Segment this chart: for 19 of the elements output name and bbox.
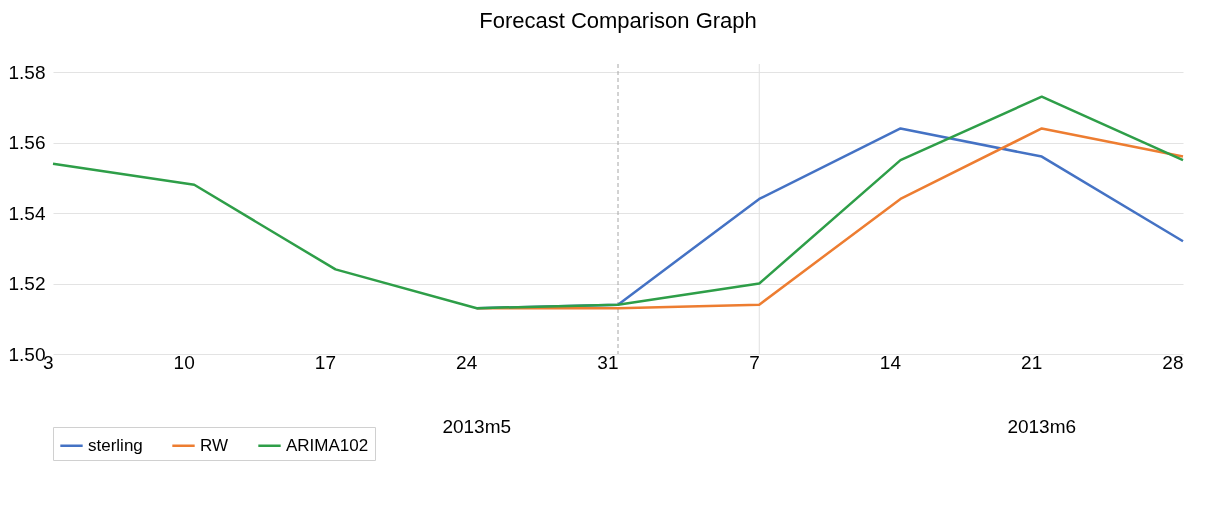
x-tick-label: 28 xyxy=(1162,351,1184,373)
x-tick-label: 10 xyxy=(173,351,195,373)
x-tick-label: 21 xyxy=(1021,351,1043,373)
chart-title: Forecast Comparison Graph xyxy=(479,8,757,33)
x-tick-label: 7 xyxy=(749,351,760,373)
legend-label: ARIMA102 xyxy=(286,435,369,455)
y-tick-label: 1.58 xyxy=(8,61,46,83)
text: 2013m5 xyxy=(442,416,512,437)
legend-label: RW xyxy=(200,435,229,455)
x-tick-label: 31 xyxy=(597,351,619,373)
y-tick-label: 1.54 xyxy=(8,202,46,224)
legend-label: sterling xyxy=(88,435,143,455)
x-tick-label: 14 xyxy=(879,351,902,373)
line-series xyxy=(51,95,1185,310)
y-tick-label: 1.52 xyxy=(8,273,46,294)
text: 2013m6 xyxy=(1007,416,1077,437)
x-tick-label: 24 xyxy=(456,351,478,373)
x-tick-label: 17 xyxy=(314,351,336,373)
y-tick-label: 1.56 xyxy=(8,132,46,153)
